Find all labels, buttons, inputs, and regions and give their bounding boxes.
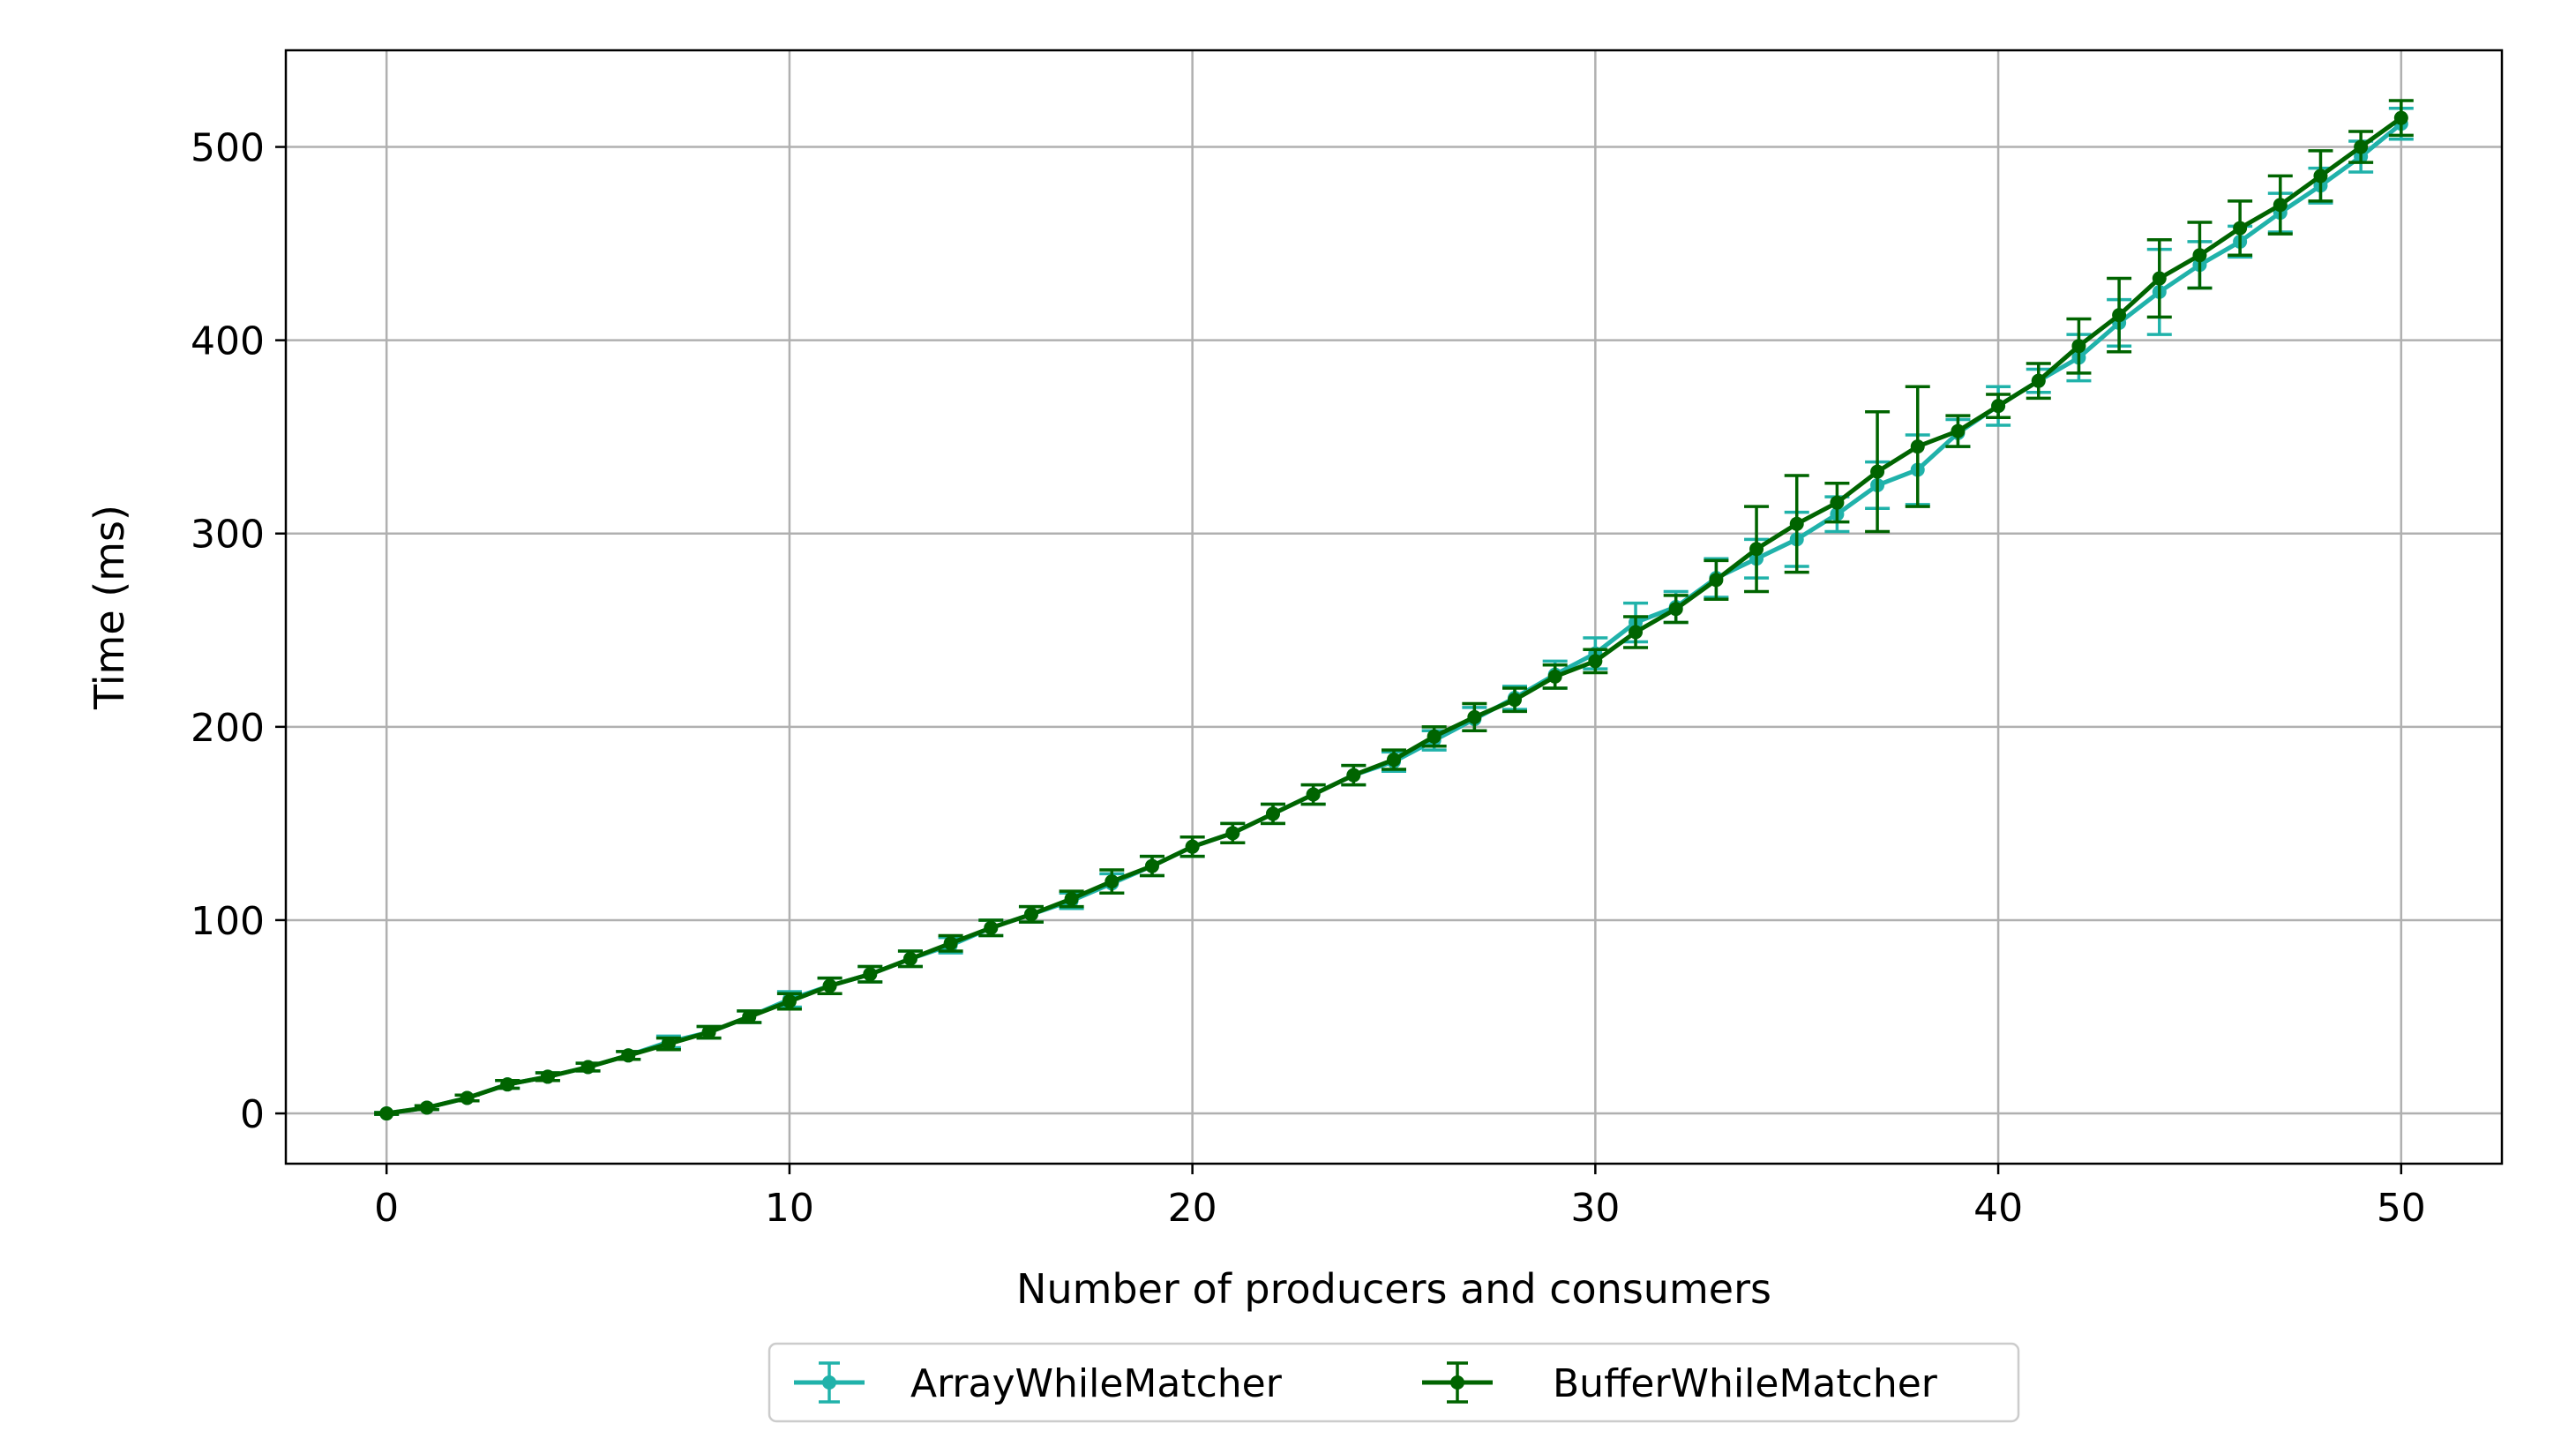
data-point	[1508, 693, 1523, 708]
legend-entries: ArrayWhileMatcher BufferWhileMatcher	[794, 1361, 1938, 1406]
legend-box	[768, 1342, 2020, 1423]
y-tick-label: 200	[191, 706, 265, 751]
data-point	[1991, 399, 2006, 414]
data-point	[1023, 907, 1038, 922]
data-point	[2273, 198, 2288, 213]
y-tick-label: 100	[191, 899, 265, 944]
data-point	[1910, 439, 1925, 454]
data-point	[460, 1090, 475, 1105]
data-point	[2393, 110, 2408, 125]
data-point	[2152, 271, 2167, 286]
legend-label: BufferWhileMatcher	[1553, 1361, 1938, 1406]
data-point	[742, 1009, 757, 1024]
data-point	[1105, 874, 1120, 889]
x-axis-label: Number of producers and consumers	[1016, 1265, 1771, 1313]
legend-marker	[1450, 1375, 1464, 1390]
data-point	[419, 1100, 434, 1115]
data-point	[1547, 669, 1562, 684]
data-point	[1629, 625, 1644, 640]
data-point	[984, 920, 999, 935]
series-line	[386, 122, 2403, 1116]
data-point	[580, 1060, 595, 1075]
series-layer	[374, 99, 2414, 1121]
data-point	[1870, 464, 1885, 479]
data-point	[379, 1106, 394, 1121]
data-point	[500, 1077, 515, 1092]
legend-marker	[822, 1375, 836, 1390]
data-point	[1951, 423, 1966, 438]
legend-label: ArrayWhileMatcher	[910, 1361, 1283, 1406]
data-point	[2192, 248, 2207, 263]
data-point	[1668, 602, 1683, 617]
series-BufferWhileMatcher	[374, 99, 2414, 1121]
x-tick-label: 0	[374, 1186, 399, 1231]
data-point	[661, 1037, 676, 1052]
data-point	[1144, 858, 1159, 873]
x-tick-label: 30	[1570, 1186, 1620, 1231]
data-point	[2071, 339, 2086, 354]
x-tick-label: 50	[2377, 1186, 2426, 1231]
data-point	[701, 1025, 716, 1040]
data-point	[1830, 495, 1845, 510]
legend: ArrayWhileMatcher BufferWhileMatcher	[768, 1342, 2020, 1423]
data-point	[1346, 768, 1361, 783]
y-axis-label: Time (ms)	[86, 505, 133, 710]
data-point	[2031, 373, 2046, 388]
data-point	[863, 967, 878, 982]
legend-entry-ArrayWhileMatcher: ArrayWhileMatcher	[794, 1361, 1283, 1406]
x-tick-label: 10	[765, 1186, 814, 1231]
y-tick-label: 300	[191, 513, 265, 558]
data-point	[2233, 221, 2248, 236]
series-ArrayWhileMatcher	[374, 106, 2414, 1121]
data-point	[782, 993, 797, 1008]
legend-entry-BufferWhileMatcher: BufferWhileMatcher	[1422, 1361, 1938, 1406]
y-tick-label: 400	[191, 319, 265, 364]
data-point	[2313, 169, 2328, 184]
data-point	[540, 1069, 555, 1084]
data-point	[1185, 839, 1200, 854]
data-point	[1306, 787, 1321, 802]
data-point	[1789, 516, 1804, 531]
data-point	[1427, 729, 1442, 744]
data-point	[1588, 654, 1603, 669]
x-tick-label: 40	[1973, 1186, 2023, 1231]
data-point	[1265, 806, 1280, 821]
data-point	[1387, 753, 1401, 768]
y-tick-label: 500	[191, 126, 265, 171]
data-point	[1225, 826, 1240, 841]
data-point	[1709, 573, 1724, 588]
data-point	[1064, 891, 1079, 906]
x-tick-label: 20	[1168, 1186, 1217, 1231]
data-point	[2354, 139, 2369, 154]
series-line	[386, 116, 2403, 1116]
data-point	[1749, 542, 1764, 557]
data-point	[902, 951, 917, 966]
grid-lines	[286, 50, 2502, 1164]
data-point	[621, 1048, 636, 1063]
data-point	[943, 936, 958, 951]
data-point	[822, 978, 837, 993]
y-tick-label: 0	[240, 1092, 265, 1137]
data-point	[2112, 308, 2127, 323]
data-point	[1467, 709, 1482, 724]
plot-area-frame	[284, 49, 2504, 1165]
